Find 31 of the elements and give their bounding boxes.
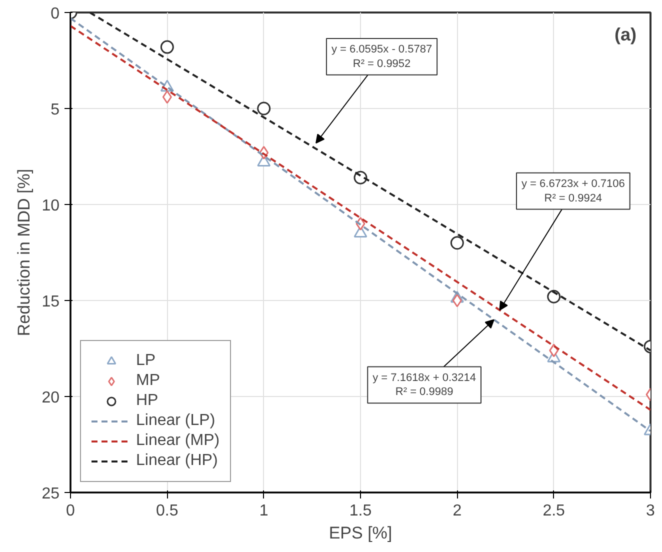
annotation: y = 7.1618x + 0.3214 R² = 0.9989 <box>372 372 476 398</box>
y-tick-label: 5 <box>50 102 60 118</box>
legend-label: LP <box>136 352 156 370</box>
y-tick-label: 25 <box>42 486 60 502</box>
legend-label: Linear (MP) <box>136 432 220 450</box>
point <box>549 344 559 358</box>
point <box>162 90 172 104</box>
y-axis-title: Reduction in MDD [%] <box>14 168 34 336</box>
legend-label: Linear (LP) <box>136 412 216 430</box>
y-tick-label: 0 <box>50 6 60 22</box>
y-tick-label: 20 <box>42 390 60 406</box>
x-tick-label: 3 <box>646 502 656 520</box>
point <box>452 294 462 308</box>
x-axis-title: EPS [%] <box>328 524 392 542</box>
x-tick-label: 1 <box>259 502 268 520</box>
x-tick-label: 2.5 <box>542 502 566 520</box>
annotation: y = 6.6723x + 0.7106 R² = 0.9924 <box>521 178 625 204</box>
annotation: y = 6.0595x - 0.5787 R² = 0.9952 <box>331 43 432 70</box>
x-tick-label: 0.5 <box>156 502 178 520</box>
legend-label: MP <box>136 372 160 390</box>
legend-label: Linear (HP) <box>136 452 218 470</box>
annotation: (a) <box>614 24 637 44</box>
point <box>257 102 271 116</box>
point <box>160 40 174 54</box>
x-tick-label: 2 <box>452 502 462 520</box>
y-tick-label: 15 <box>42 294 60 310</box>
point <box>450 236 464 250</box>
legend-label: HP <box>136 392 158 410</box>
x-tick-label: 0 <box>66 502 76 520</box>
x-tick-label: 1.5 <box>349 502 372 520</box>
y-tick-label: 10 <box>42 198 60 214</box>
